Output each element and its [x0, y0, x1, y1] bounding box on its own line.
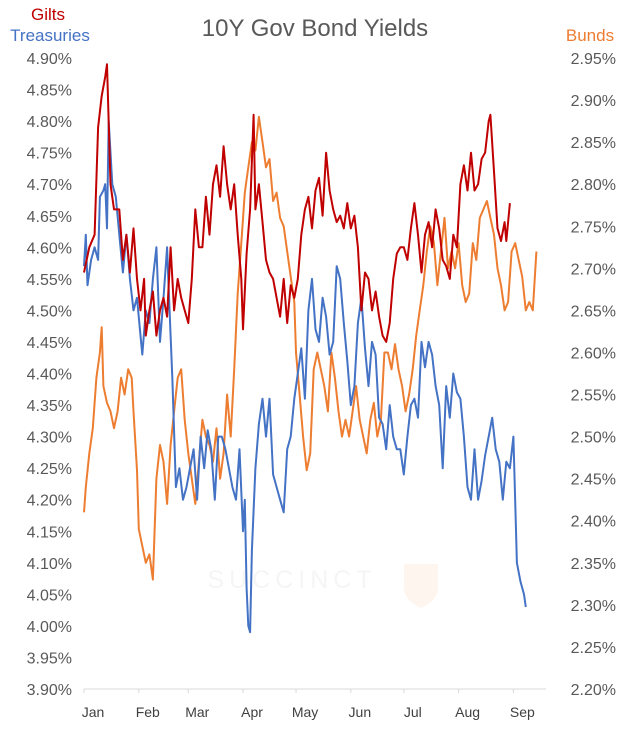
x-tick-label: Jun [349, 704, 372, 720]
right-tick-label: 2.90% [571, 93, 616, 110]
series-lines [83, 63, 538, 634]
left-tick-label: 4.15% [27, 524, 72, 541]
right-tick-label: 2.75% [571, 219, 616, 236]
left-tick-label: 4.25% [27, 461, 72, 478]
chart-title: 10Y Gov Bond Yields [202, 15, 428, 42]
x-tick-label: Apr [241, 704, 263, 720]
x-tick-label: Jan [82, 704, 105, 720]
left-tick-label: 4.55% [27, 272, 72, 289]
x-tick-label: May [292, 704, 318, 720]
left-tick-label: 4.40% [27, 367, 72, 384]
watermark-icon [404, 564, 438, 608]
left-tick-label: 4.05% [27, 587, 72, 604]
right-tick-label: 2.55% [571, 388, 616, 405]
left-tick-label: 4.85% [27, 83, 72, 100]
right-tick-label: 2.65% [571, 303, 616, 320]
right-tick-label: 2.30% [571, 598, 616, 615]
x-tick-label: Aug [455, 704, 480, 720]
left-tick-label: 4.10% [27, 556, 72, 573]
left-tick-label: 4.60% [27, 240, 72, 257]
left-tick-label: 4.45% [27, 335, 72, 352]
left-tick-label: 4.80% [27, 114, 72, 131]
left-tick-label: 4.20% [27, 493, 72, 510]
x-tick-label: Feb [136, 704, 160, 720]
x-tick-label: Sep [510, 704, 535, 720]
right-axis-label: Bunds [566, 26, 614, 45]
left-tick-label: 4.70% [27, 177, 72, 194]
right-tick-label: 2.40% [571, 514, 616, 531]
watermark: SUCCINCT [207, 564, 438, 608]
right-tick-label: 2.25% [571, 640, 616, 657]
left-tick-label: 4.35% [27, 398, 72, 415]
x-tick-label: Jul [404, 704, 422, 720]
left-tick-label: 4.30% [27, 430, 72, 447]
left-tick-label: 4.75% [27, 146, 72, 163]
watermark-text: SUCCINCT [207, 566, 376, 594]
left-tick-label: 4.65% [27, 209, 72, 226]
right-tick-label: 2.50% [571, 430, 616, 447]
axes: 3.90% 3.95% 4.00% 4.05% 4.10% 4.15% 4.20% 4.25%… [27, 51, 616, 720]
left-axis-label-treasuries: Treasuries [10, 26, 90, 45]
left-axis-label-gilts: Gilts [31, 5, 65, 24]
left-tick-label: 3.95% [27, 650, 72, 667]
right-tick-label: 2.60% [571, 345, 616, 362]
series-line-gilts [83, 63, 511, 343]
left-tick-label: 4.90% [27, 51, 72, 68]
right-tick-label: 2.45% [571, 472, 616, 489]
right-tick-label: 2.80% [571, 177, 616, 194]
right-tick-label: 2.70% [571, 261, 616, 278]
left-tick-label: 4.50% [27, 303, 72, 320]
left-tick-label: 3.90% [27, 682, 72, 699]
series-line-bunds [83, 115, 538, 581]
left-tick-label: 4.00% [27, 619, 72, 636]
right-tick-label: 2.20% [571, 682, 616, 699]
x-tick-label: Mar [185, 704, 209, 720]
right-tick-label: 2.95% [571, 51, 616, 68]
series-line-treasuries [83, 120, 527, 634]
right-tick-label: 2.35% [571, 556, 616, 573]
right-tick-label: 2.85% [571, 135, 616, 152]
